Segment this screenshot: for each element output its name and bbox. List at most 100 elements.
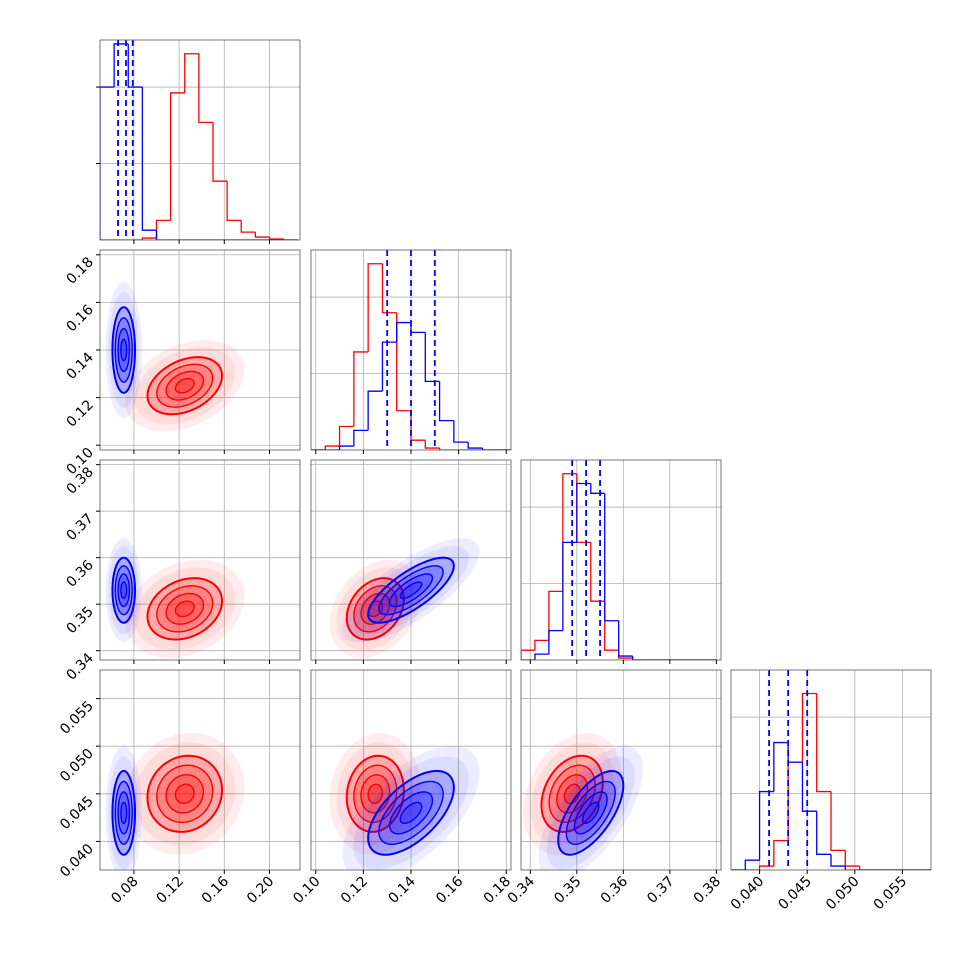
contour: [156, 363, 214, 408]
x-tick-label: 0.38: [691, 874, 724, 907]
panel: [521, 670, 721, 870]
panel: [100, 460, 300, 660]
x-tick-label: 0.050: [823, 874, 863, 914]
hist-step: [844, 850, 860, 867]
contour: [556, 774, 589, 814]
hist-step: [127, 43, 143, 88]
hist-step: [254, 232, 270, 238]
sample-cloud: [336, 567, 414, 651]
x-tick-label: 0.12: [338, 874, 371, 907]
hist-step: [830, 791, 846, 852]
contour: [117, 327, 131, 373]
hist-step: [155, 219, 171, 239]
hist-step: [773, 741, 789, 792]
y-tick-label: 0.18: [63, 254, 96, 287]
hist-step: [367, 390, 383, 431]
hist-step: [155, 230, 171, 240]
x-tick-label: 0.16: [199, 873, 232, 906]
contour: [367, 769, 455, 856]
contour: [557, 769, 625, 856]
contour: [120, 801, 128, 825]
contour: [388, 791, 434, 835]
hist-step: [534, 639, 549, 651]
hist-step: [268, 237, 284, 240]
panel: [100, 670, 300, 870]
panel: [731, 670, 931, 870]
hist-step: [801, 692, 817, 763]
hist-step: [240, 220, 256, 233]
contour: [165, 370, 205, 401]
hist-step: [381, 263, 397, 314]
contour: [388, 573, 434, 608]
y-tick-label: 0.36: [63, 557, 96, 590]
contour: [548, 764, 596, 824]
hist-step: [830, 854, 846, 867]
hist-step: [410, 322, 426, 334]
hist-step: [562, 473, 577, 592]
hist-step: [618, 650, 633, 659]
x-tick-label: 0.045: [775, 874, 815, 914]
x-tick-label: 0.14: [385, 873, 418, 906]
hist-step: [858, 866, 874, 870]
y-tick-label: 0.055: [57, 698, 97, 738]
panel-frame: [520, 459, 722, 661]
hist-step: [396, 312, 411, 412]
hist-step: [618, 620, 633, 657]
panel-frame: [99, 459, 301, 661]
contour: [165, 774, 205, 814]
hist-step: [548, 629, 563, 655]
panel: [521, 460, 721, 660]
contour: [581, 801, 600, 825]
hist-step: [324, 445, 340, 450]
hist-step: [467, 442, 483, 449]
y-tick-label: 0.37: [63, 511, 96, 544]
hist-step: [338, 425, 354, 447]
x-tick-label: 0.37: [644, 874, 677, 907]
hist-step: [212, 122, 228, 182]
hist-step: [562, 541, 577, 631]
hist-step: [198, 53, 213, 124]
contour: [146, 577, 224, 641]
hist-step: [631, 656, 647, 660]
contour: [156, 585, 214, 633]
x-tick-label: 0.10: [290, 874, 323, 907]
hist-step: [758, 865, 774, 870]
x-tick-label: 0.36: [598, 873, 631, 906]
hist-step: [438, 381, 454, 422]
contour: [174, 377, 195, 394]
hist-step: [367, 263, 383, 352]
hist-step: [424, 440, 440, 449]
x-tick-label: 0.34: [505, 873, 538, 906]
sample-cloud: [329, 732, 421, 855]
hist-step: [282, 239, 298, 240]
hist-step: [338, 445, 354, 450]
hist-step: [590, 483, 605, 494]
hist-step: [548, 590, 563, 641]
contour: [565, 780, 616, 845]
x-tick-label: 0.16: [433, 873, 466, 906]
hist-step: [787, 742, 803, 763]
x-tick-label: 0.055: [871, 874, 911, 914]
contour: [367, 783, 384, 805]
hist-step: [576, 482, 591, 543]
contour: [120, 581, 128, 600]
panel: [311, 670, 511, 870]
hist-step: [438, 448, 454, 450]
panel: [100, 250, 300, 450]
hist-step: [844, 866, 860, 870]
contour: [174, 600, 195, 618]
hist-step: [353, 351, 369, 427]
hist-step: [534, 653, 549, 660]
contour: [399, 581, 423, 600]
hist-step: [521, 649, 535, 660]
contour: [378, 565, 444, 616]
hist-step: [744, 859, 760, 870]
y-tick-label: 0.050: [57, 746, 97, 786]
hist-step: [816, 811, 831, 855]
hist-step: [604, 493, 619, 622]
hist-step: [184, 53, 199, 93]
contour: [146, 356, 224, 416]
y-tick-label: 0.35: [63, 604, 96, 637]
contour: [563, 783, 581, 805]
y-tick-label: 0.34: [63, 650, 96, 683]
